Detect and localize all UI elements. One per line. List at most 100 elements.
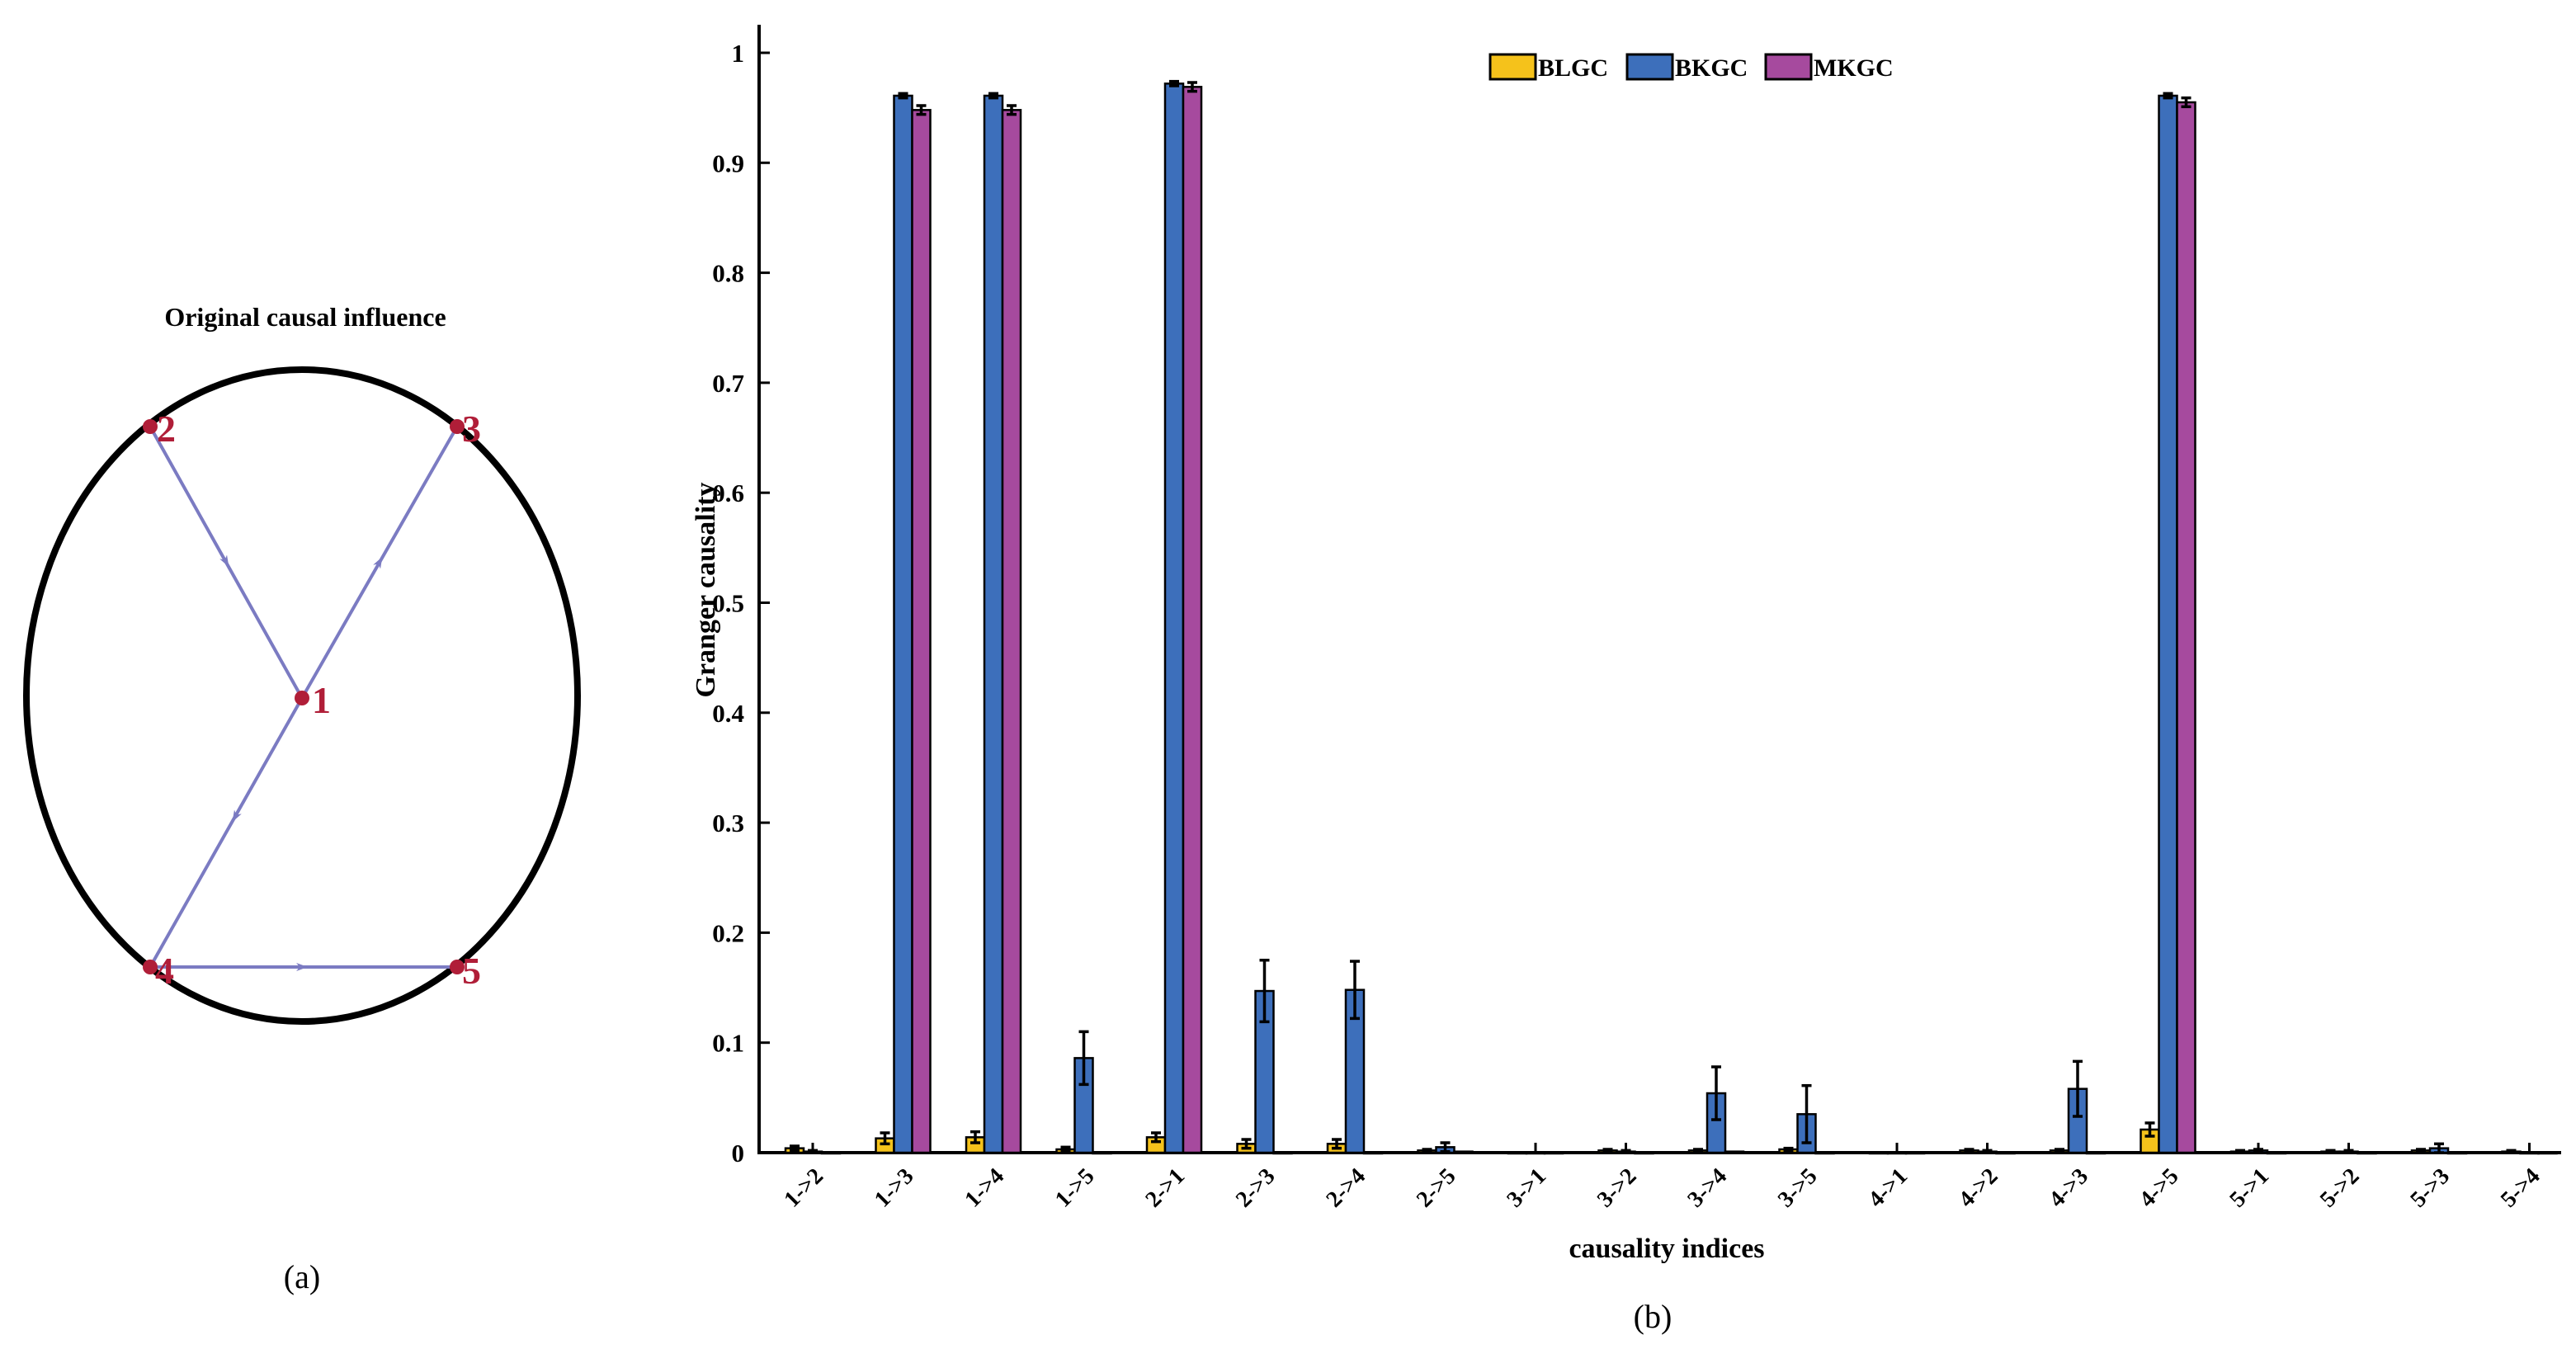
x-tick-label: 5->4 bbox=[2496, 1163, 2545, 1213]
x-tick-label: 5->1 bbox=[2225, 1163, 2274, 1213]
y-axis-title: Granger causality bbox=[691, 483, 721, 698]
error-bar-bkgc bbox=[2163, 92, 2173, 100]
x-tick-label: 1->4 bbox=[960, 1163, 1009, 1213]
x-tick-label: 1->2 bbox=[779, 1163, 828, 1213]
edge-1-to-3 bbox=[300, 426, 459, 699]
x-axis-title: causality indices bbox=[1569, 1234, 1764, 1264]
x-tick-label: 4->3 bbox=[2044, 1163, 2093, 1213]
x-tick-label: 3->2 bbox=[1592, 1163, 1642, 1213]
legend-label-mkgc: MKGC bbox=[1814, 54, 1894, 82]
y-tick-label: 0.1 bbox=[712, 1029, 744, 1058]
error-bar-bkgc bbox=[1711, 1065, 1721, 1121]
node-2-label: 2 bbox=[157, 408, 176, 450]
x-tick-label: 3->5 bbox=[1773, 1163, 1823, 1213]
bar-bkgc bbox=[893, 94, 913, 1154]
bar-bkgc bbox=[2158, 94, 2178, 1154]
bar-bkgc bbox=[983, 94, 1004, 1154]
node-5-dot bbox=[450, 960, 465, 974]
edge-1-to-4 bbox=[149, 697, 304, 968]
bar-mkgc bbox=[2176, 101, 2196, 1154]
error-bar-blgc bbox=[1060, 1145, 1071, 1153]
error-bar-bkgc bbox=[1621, 1149, 1631, 1154]
error-bar-blgc bbox=[2325, 1149, 2336, 1154]
panel-b-chart: 0 0.1 0.2 0.3 0.4 0.5 0.6 0.7 0.8 0.9 1 1->2 1->3 1-… bbox=[691, 25, 2561, 1335]
error-bar-blgc bbox=[2055, 1148, 2064, 1153]
caption-b: (b) bbox=[1634, 1298, 1673, 1335]
error-bar-bkgc bbox=[2073, 1059, 2083, 1118]
error-bar-bkgc bbox=[1982, 1149, 1993, 1154]
node-5-label: 5 bbox=[462, 950, 481, 992]
y-tick-label: 1 bbox=[732, 39, 745, 68]
x-tick-label: 1->5 bbox=[1050, 1163, 1100, 1213]
error-bar-bkgc bbox=[1350, 960, 1360, 1021]
bar-mkgc bbox=[1182, 86, 1203, 1154]
bar-mkgc bbox=[1001, 109, 1022, 1154]
x-tick-label: 3->4 bbox=[1682, 1163, 1732, 1213]
error-bar-mkgc bbox=[916, 104, 927, 116]
y-tick-label: 0.6 bbox=[712, 479, 744, 507]
error-bar-bkgc bbox=[1440, 1141, 1451, 1153]
error-bar-blgc bbox=[1602, 1148, 1613, 1153]
y-tick-label: 0.9 bbox=[712, 149, 744, 177]
error-bar-mkgc bbox=[1187, 81, 1197, 93]
error-bar-bkgc bbox=[1169, 79, 1179, 87]
error-bar-bkgc bbox=[1801, 1083, 1812, 1144]
legend-swatch-mkgc bbox=[1764, 53, 1813, 81]
y-tick-label: 0.2 bbox=[712, 918, 744, 947]
x-tick-label: 4->1 bbox=[1863, 1163, 1913, 1213]
panel-a-diagram: Original causal influence 1 2 3 4 5 (a) bbox=[23, 302, 581, 1295]
legend-swatch-bkgc bbox=[1625, 53, 1674, 81]
error-bar-mkgc bbox=[2181, 96, 2191, 109]
edge-2-to-1 bbox=[149, 426, 304, 699]
node-4-label: 4 bbox=[155, 950, 174, 992]
bar-bkgc bbox=[1163, 83, 1185, 1154]
x-tick-label: 2->3 bbox=[1231, 1163, 1281, 1213]
bar-mkgc bbox=[1453, 1150, 1474, 1154]
legend-label-blgc: BLGC bbox=[1538, 54, 1608, 82]
y-tick-label: 0.3 bbox=[712, 809, 744, 837]
error-bar-blgc bbox=[1693, 1148, 1703, 1153]
error-bar-bkgc bbox=[2253, 1148, 2263, 1153]
x-tick-label: 5->3 bbox=[2405, 1163, 2455, 1213]
legend-label-bkgc: BKGC bbox=[1675, 54, 1748, 82]
bar-mkgc bbox=[911, 109, 932, 1154]
x-tick-label: 2->5 bbox=[1412, 1163, 1461, 1213]
error-bar-bkgc bbox=[2434, 1142, 2444, 1154]
legend-swatch-blgc bbox=[1489, 53, 1537, 81]
error-bar-blgc bbox=[2506, 1149, 2517, 1154]
error-bar-bkgc bbox=[898, 92, 908, 100]
y-tick-label: 0.4 bbox=[712, 699, 744, 728]
x-tick-label: 2->1 bbox=[1140, 1163, 1190, 1213]
error-bar-bkgc bbox=[2343, 1149, 2354, 1154]
error-bar-bkgc bbox=[808, 1149, 818, 1154]
error-bar-blgc bbox=[1422, 1148, 1432, 1153]
x-tick-label: 1->3 bbox=[870, 1163, 919, 1213]
error-bar-blgc bbox=[880, 1131, 890, 1146]
error-bar-bkgc bbox=[988, 92, 998, 100]
node-3-label: 3 bbox=[462, 408, 481, 450]
caption-a: (a) bbox=[284, 1258, 320, 1295]
node-1-label: 1 bbox=[312, 679, 331, 721]
error-bar-blgc bbox=[1241, 1138, 1252, 1150]
x-tick-label: 4->2 bbox=[1954, 1163, 2003, 1213]
y-axis-ticks: 0 0.1 0.2 0.3 0.4 0.5 0.6 0.7 0.8 0.9 1 bbox=[712, 39, 770, 1168]
error-bar-blgc bbox=[1151, 1131, 1161, 1144]
error-bar-blgc bbox=[790, 1144, 800, 1153]
diagram-title: Original causal influence bbox=[164, 302, 446, 332]
bar-group bbox=[784, 79, 2558, 1155]
node-2-dot bbox=[143, 419, 158, 434]
error-bar-blgc bbox=[1332, 1138, 1342, 1150]
error-bar-blgc bbox=[1783, 1146, 1794, 1153]
x-tick-label: 2->4 bbox=[1321, 1163, 1371, 1213]
error-bar-blgc bbox=[2235, 1149, 2245, 1154]
y-tick-label: 0 bbox=[732, 1139, 745, 1168]
error-bar-blgc bbox=[970, 1130, 980, 1144]
legend: BLGC BKGC MKGC bbox=[1489, 53, 1894, 82]
diagram-circle bbox=[23, 366, 581, 1025]
node-4-dot bbox=[143, 960, 158, 974]
error-bar-bkgc bbox=[1259, 958, 1270, 1024]
y-tick-label: 0.5 bbox=[712, 589, 744, 618]
x-tick-label: 3->1 bbox=[1502, 1163, 1551, 1213]
node-1-dot bbox=[295, 691, 309, 705]
